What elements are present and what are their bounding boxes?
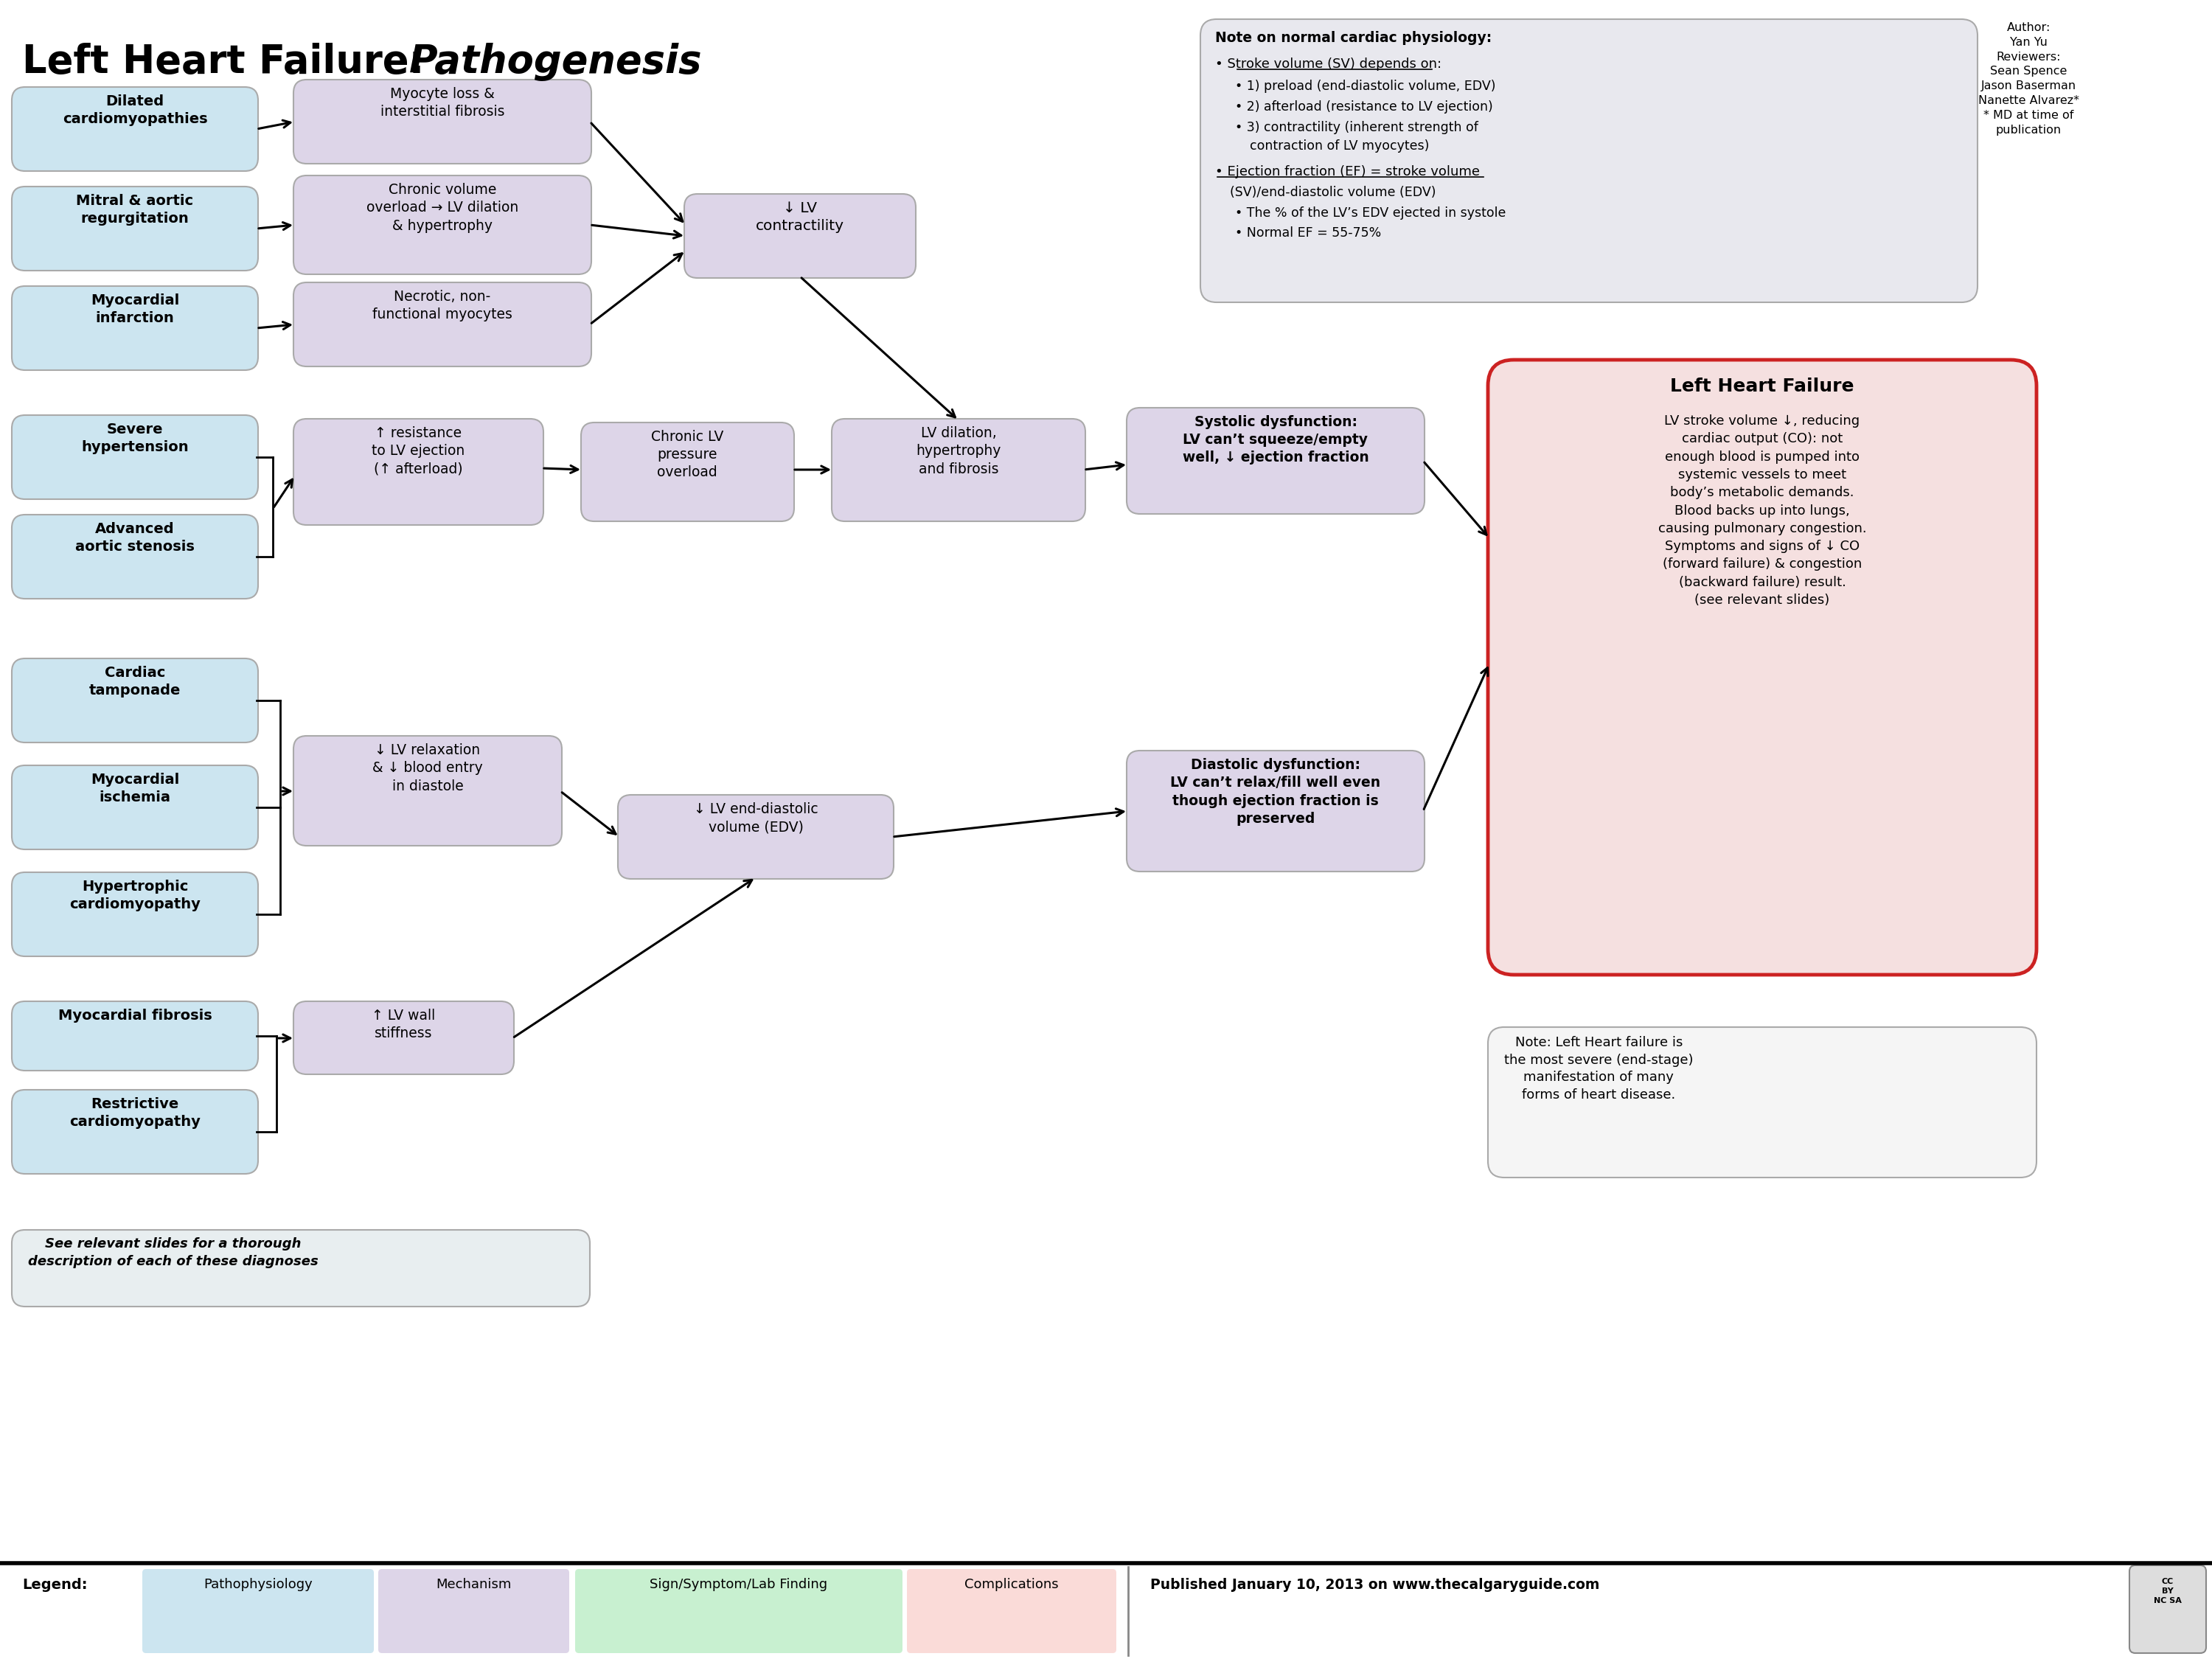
FancyBboxPatch shape [2130, 1566, 2205, 1652]
Text: ↑ LV wall
stiffness: ↑ LV wall stiffness [372, 1009, 436, 1040]
FancyBboxPatch shape [1489, 1027, 2037, 1178]
FancyBboxPatch shape [11, 514, 259, 599]
FancyBboxPatch shape [11, 659, 259, 743]
FancyBboxPatch shape [11, 186, 259, 270]
Text: ↓ LV end-diastolic
volume (EDV): ↓ LV end-diastolic volume (EDV) [695, 803, 818, 834]
Text: ↓ LV
contractility: ↓ LV contractility [757, 201, 845, 234]
FancyBboxPatch shape [832, 418, 1086, 521]
Text: Cardiac
tamponade: Cardiac tamponade [88, 665, 181, 698]
Text: Mechanism: Mechanism [436, 1578, 511, 1591]
Text: Legend:: Legend: [22, 1578, 88, 1593]
FancyBboxPatch shape [294, 1002, 513, 1075]
Text: ↑ resistance
to LV ejection
(↑ afterload): ↑ resistance to LV ejection (↑ afterload… [372, 426, 465, 476]
Text: Published January 10, 2013 on www.thecalgaryguide.com: Published January 10, 2013 on www.thecal… [1150, 1578, 1599, 1593]
FancyBboxPatch shape [684, 194, 916, 279]
Text: Note on normal cardiac physiology:: Note on normal cardiac physiology: [1214, 32, 1491, 45]
Text: Dilated
cardiomyopathies: Dilated cardiomyopathies [62, 95, 208, 126]
FancyBboxPatch shape [1126, 750, 1425, 871]
Text: Necrotic, non-
functional myocytes: Necrotic, non- functional myocytes [372, 290, 513, 322]
Text: Sign/Symptom/Lab Finding: Sign/Symptom/Lab Finding [650, 1578, 827, 1591]
FancyBboxPatch shape [294, 418, 544, 524]
Text: Myocardial
infarction: Myocardial infarction [91, 294, 179, 325]
FancyBboxPatch shape [907, 1569, 1117, 1652]
FancyBboxPatch shape [378, 1569, 568, 1652]
FancyBboxPatch shape [11, 765, 259, 849]
Text: Left Heart Failure:: Left Heart Failure: [22, 43, 438, 81]
Text: LV stroke volume ↓, reducing
cardiac output (CO): not
enough blood is pumped int: LV stroke volume ↓, reducing cardiac out… [1659, 415, 1867, 607]
Text: Myocyte loss &
interstitial fibrosis: Myocyte loss & interstitial fibrosis [380, 86, 504, 119]
Text: • 3) contractility (inherent strength of: • 3) contractility (inherent strength of [1234, 121, 1478, 134]
Text: Advanced
aortic stenosis: Advanced aortic stenosis [75, 523, 195, 554]
Text: CC
BY
NC SA: CC BY NC SA [2154, 1578, 2181, 1604]
Text: Chronic volume
overload → LV dilation
& hypertrophy: Chronic volume overload → LV dilation & … [367, 182, 518, 232]
Text: • 2) afterload (resistance to LV ejection): • 2) afterload (resistance to LV ejectio… [1234, 100, 1493, 113]
Text: • 1) preload (end-diastolic volume, EDV): • 1) preload (end-diastolic volume, EDV) [1234, 80, 1495, 93]
FancyBboxPatch shape [294, 282, 591, 367]
FancyBboxPatch shape [11, 1002, 259, 1070]
Text: See relevant slides for a thorough
description of each of these diagnoses: See relevant slides for a thorough descr… [29, 1238, 319, 1267]
Text: ↓ LV relaxation
& ↓ blood entry
in diastole: ↓ LV relaxation & ↓ blood entry in diast… [372, 743, 482, 793]
Text: Chronic LV
pressure
overload: Chronic LV pressure overload [650, 430, 723, 479]
Text: Hypertrophic
cardiomyopathy: Hypertrophic cardiomyopathy [69, 879, 201, 911]
FancyBboxPatch shape [575, 1569, 902, 1652]
Text: • Stroke volume (SV) depends on:: • Stroke volume (SV) depends on: [1214, 58, 1442, 71]
Text: Mitral & aortic
regurgitation: Mitral & aortic regurgitation [75, 194, 195, 226]
Text: Pathophysiology: Pathophysiology [204, 1578, 312, 1591]
Text: Restrictive
cardiomyopathy: Restrictive cardiomyopathy [69, 1097, 201, 1130]
Text: LV dilation,
hypertrophy
and fibrosis: LV dilation, hypertrophy and fibrosis [916, 426, 1002, 476]
FancyBboxPatch shape [582, 423, 794, 521]
FancyBboxPatch shape [1201, 20, 1978, 302]
FancyBboxPatch shape [11, 873, 259, 956]
Text: Author:
Yan Yu
Reviewers:
Sean Spence
Jason Baserman
Nanette Alvarez*
* MD at ti: Author: Yan Yu Reviewers: Sean Spence Ja… [1978, 22, 2079, 136]
Text: • Normal EF = 55-75%: • Normal EF = 55-75% [1234, 226, 1380, 239]
Text: Note: Left Heart failure is
the most severe (end-stage)
manifestation of many
fo: Note: Left Heart failure is the most sev… [1504, 1035, 1694, 1102]
Text: Myocardial
ischemia: Myocardial ischemia [91, 773, 179, 805]
Text: Systolic dysfunction:
LV can’t squeeze/empty
well, ↓ ejection fraction: Systolic dysfunction: LV can’t squeeze/e… [1183, 415, 1369, 465]
FancyBboxPatch shape [1126, 408, 1425, 514]
FancyBboxPatch shape [11, 86, 259, 171]
Text: contraction of LV myocytes): contraction of LV myocytes) [1250, 139, 1429, 153]
FancyBboxPatch shape [294, 176, 591, 274]
FancyBboxPatch shape [1489, 360, 2037, 975]
FancyBboxPatch shape [294, 737, 562, 846]
Text: (SV)/end-diastolic volume (EDV): (SV)/end-diastolic volume (EDV) [1230, 186, 1436, 199]
FancyBboxPatch shape [617, 795, 894, 879]
Text: Severe
hypertension: Severe hypertension [82, 423, 188, 455]
FancyBboxPatch shape [11, 1229, 591, 1307]
Text: Left Heart Failure: Left Heart Failure [1670, 378, 1854, 395]
Text: Diastolic dysfunction:
LV can’t relax/fill well even
though ejection fraction is: Diastolic dysfunction: LV can’t relax/fi… [1170, 758, 1380, 826]
Text: Complications: Complications [964, 1578, 1060, 1591]
Text: • Ejection fraction (EF) = stroke volume: • Ejection fraction (EF) = stroke volume [1214, 166, 1480, 179]
Text: Pathogenesis: Pathogenesis [409, 43, 703, 81]
Text: Myocardial fibrosis: Myocardial fibrosis [58, 1009, 212, 1022]
FancyBboxPatch shape [11, 1090, 259, 1175]
FancyBboxPatch shape [294, 80, 591, 164]
FancyBboxPatch shape [11, 285, 259, 370]
FancyBboxPatch shape [0, 1563, 2212, 1659]
FancyBboxPatch shape [142, 1569, 374, 1652]
Text: • The % of the LV’s EDV ejected in systole: • The % of the LV’s EDV ejected in systo… [1234, 206, 1506, 219]
FancyBboxPatch shape [11, 415, 259, 499]
